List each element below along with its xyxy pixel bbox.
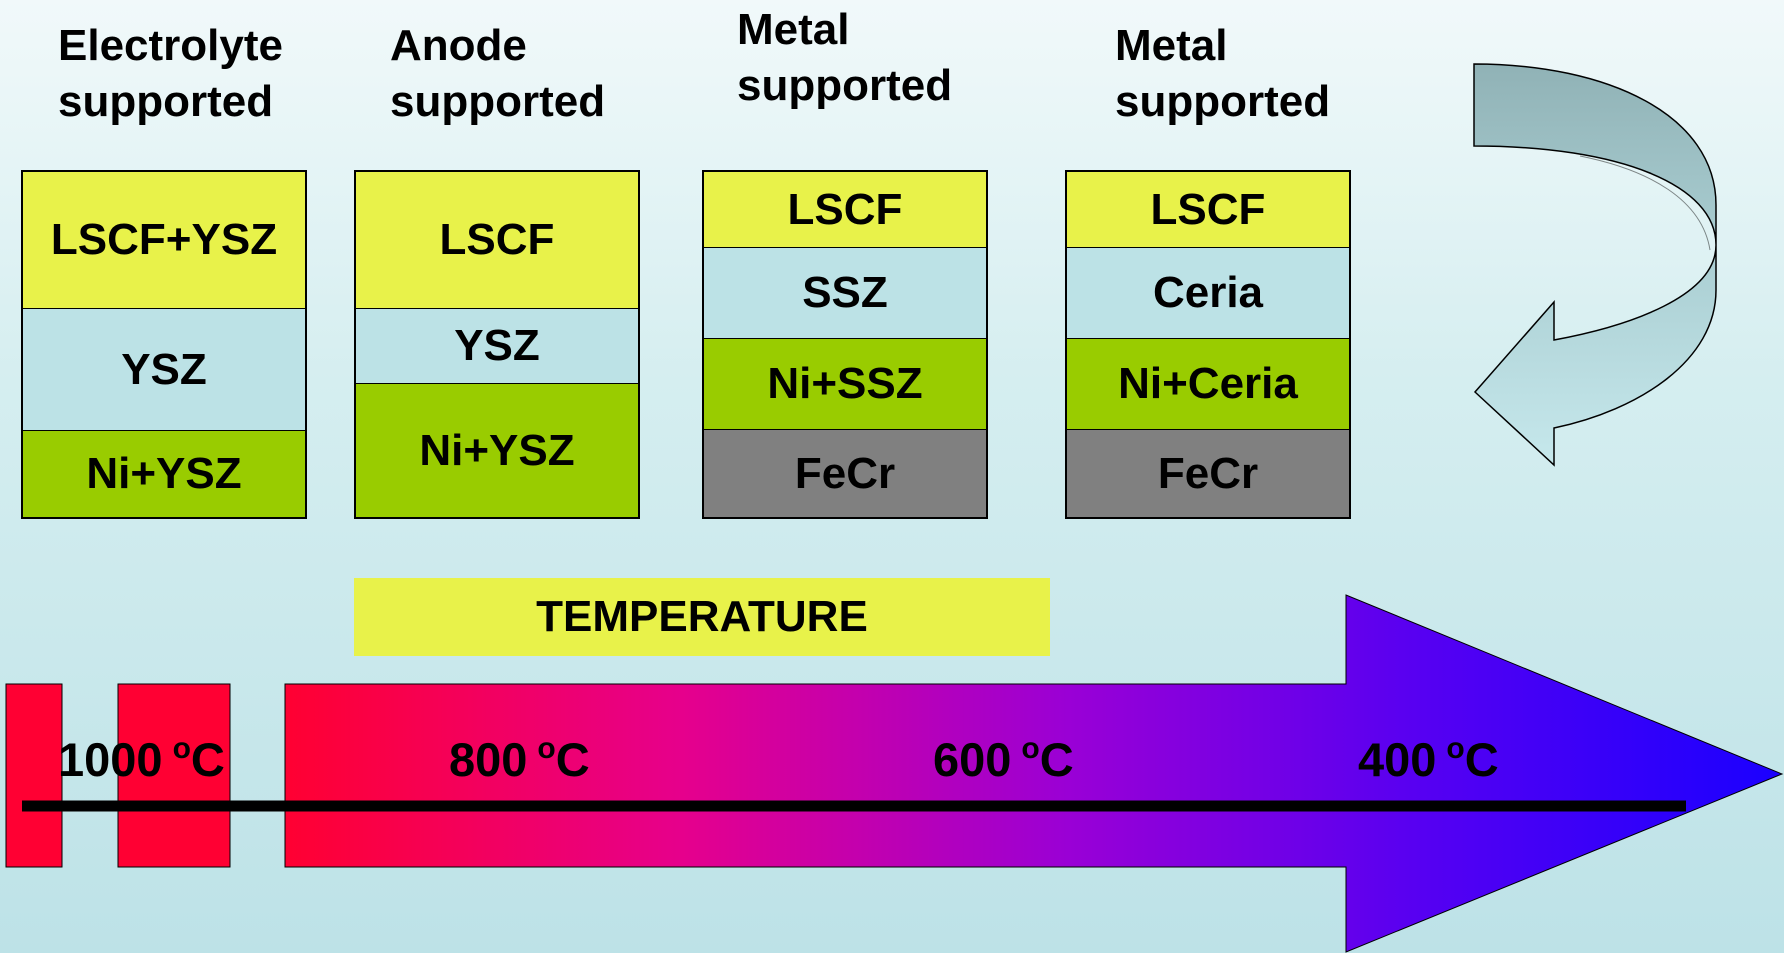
header-anode-supported: Anode supported — [390, 18, 605, 130]
layer-cathode: LSCF — [356, 172, 638, 309]
header-line: supported — [390, 77, 606, 126]
arrow-body — [284, 594, 1784, 953]
layer-cathode: LSCF — [1067, 172, 1349, 248]
header-line: supported — [1115, 77, 1331, 126]
header-line: Metal — [737, 5, 850, 54]
temp-unit: C — [556, 733, 590, 786]
cell-stack-metal-supported-ceria: LSCF Ceria Ni+Ceria FeCr — [1065, 170, 1351, 519]
temp-value: 800 — [449, 733, 527, 786]
temp-value: 1000 — [58, 733, 163, 786]
cell-stack-metal-supported-ssz: LSCF SSZ Ni+SSZ FeCr — [702, 170, 988, 519]
layer-cathode: LSCF — [704, 172, 986, 248]
layer-cathode: LSCF+YSZ — [23, 172, 305, 309]
header-line: supported — [737, 61, 953, 110]
header-line: Electrolyte — [58, 21, 283, 70]
temp-value: 600 — [933, 733, 1011, 786]
temp-value: 400 — [1358, 733, 1436, 786]
header-metal-supported-ssz: Metal supported — [737, 2, 952, 114]
cell-stack-anode-supported: LSCF YSZ Ni+YSZ — [354, 170, 640, 519]
layer-anode: Ni+SSZ — [704, 339, 986, 430]
layer-electrolyte: Ceria — [1067, 248, 1349, 339]
temp-unit: C — [191, 733, 225, 786]
layer-anode: Ni+Ceria — [1067, 339, 1349, 430]
header-line: Anode — [390, 21, 527, 70]
header-electrolyte-supported: Electrolyte supported — [58, 18, 283, 130]
layer-electrolyte: YSZ — [23, 309, 305, 431]
header-metal-supported-ceria: Metal supported — [1115, 18, 1330, 130]
layer-electrolyte: SSZ — [704, 248, 986, 339]
temp-label-1000: 1000 oC — [58, 732, 225, 786]
temp-unit-sup: o — [1446, 732, 1464, 765]
cell-stack-electrolyte-supported: LSCF+YSZ YSZ Ni+YSZ — [21, 170, 307, 519]
temp-label-600: 600 oC — [933, 732, 1074, 786]
temp-unit: C — [1040, 733, 1074, 786]
layer-electrolyte: YSZ — [356, 309, 638, 384]
layer-metal-support: FeCr — [704, 430, 986, 517]
temperature-label: TEMPERATURE — [536, 592, 868, 641]
temp-unit-sup: o — [173, 732, 191, 765]
temp-label-800: 800 oC — [449, 732, 590, 786]
temp-unit: C — [1465, 733, 1499, 786]
layer-metal-support: FeCr — [1067, 430, 1349, 517]
curved-arrow-icon — [1473, 63, 1717, 467]
temperature-arrow — [5, 594, 1784, 953]
header-line: supported — [58, 77, 274, 126]
temp-unit-sup: o — [1021, 732, 1039, 765]
arrow-segment-1 — [5, 683, 63, 868]
layer-anode: Ni+YSZ — [23, 431, 305, 517]
header-line: Metal — [1115, 21, 1228, 70]
temp-label-400: 400 oC — [1358, 732, 1499, 786]
layer-anode: Ni+YSZ — [356, 384, 638, 517]
temp-unit-sup: o — [537, 732, 555, 765]
arrow-segment-2 — [117, 683, 231, 868]
temperature-label-background — [354, 578, 1050, 656]
